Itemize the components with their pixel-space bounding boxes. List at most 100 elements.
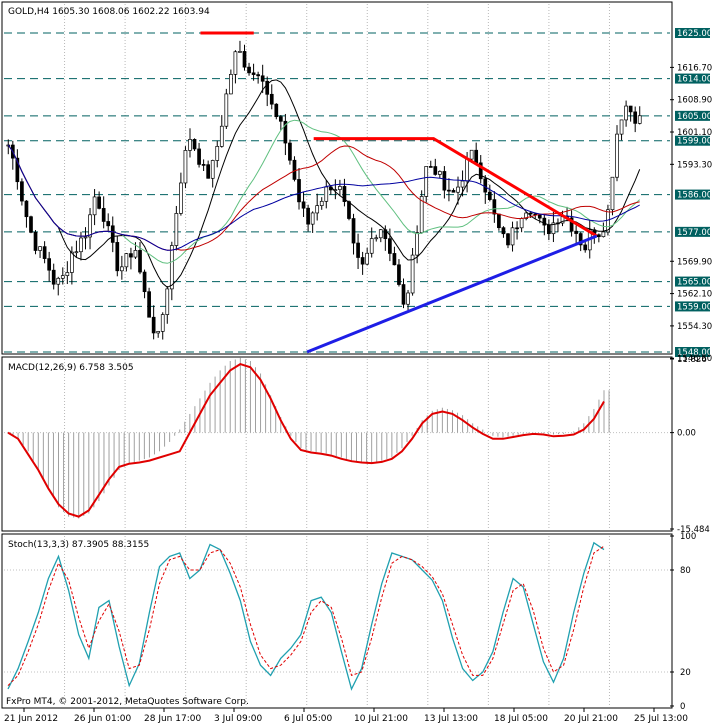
price-tag-label: 1599.00 bbox=[677, 137, 712, 147]
candle-body bbox=[447, 189, 451, 192]
candle-body bbox=[437, 171, 442, 175]
candle-body bbox=[419, 196, 424, 234]
price-tag bbox=[675, 110, 710, 121]
candle-body bbox=[206, 164, 211, 179]
candle-body bbox=[406, 292, 410, 305]
stoch-scale-label: 100 bbox=[680, 532, 696, 542]
candle-body bbox=[551, 222, 556, 235]
candle-body bbox=[224, 93, 229, 127]
candle-body bbox=[465, 158, 469, 182]
candle-body bbox=[106, 221, 111, 227]
ascending-blue-line bbox=[306, 234, 598, 354]
stoch-scale: 100 80 20 0 bbox=[670, 532, 696, 712]
stoch-grid bbox=[4, 536, 670, 706]
candle-body bbox=[165, 288, 170, 315]
candle-body bbox=[374, 237, 379, 240]
candle-body bbox=[242, 51, 247, 68]
candle-body bbox=[433, 166, 438, 175]
price-scale: 1625.00 1616.70 1614.00 1608.90 1605.00 1601.… bbox=[670, 28, 712, 364]
candle-body bbox=[369, 238, 374, 254]
candle-body bbox=[596, 234, 601, 238]
candle-body bbox=[542, 217, 547, 226]
candle-body bbox=[15, 157, 20, 183]
candle-body bbox=[56, 277, 61, 285]
candle-body bbox=[29, 216, 33, 233]
candle-body bbox=[510, 227, 515, 246]
candle-body bbox=[183, 150, 188, 184]
candle-body bbox=[324, 186, 329, 202]
price-label: 1554.30 bbox=[677, 322, 712, 332]
macd-scale-label: -15.484 bbox=[677, 525, 710, 535]
price-panel: 1625.00 1616.70 1614.00 1608.90 1605.00 1601.… bbox=[1, 1, 712, 364]
candle-body bbox=[156, 331, 161, 334]
price-tag-label: 1577.00 bbox=[677, 228, 712, 238]
candle-body bbox=[101, 208, 106, 222]
candle-body bbox=[360, 257, 365, 265]
stoch-panel: 100 80 20 0 Stoch(13,3,3) 87.3905 88.3155 F… bbox=[1, 532, 696, 712]
stoch-signal-line bbox=[7, 545, 605, 686]
candle-body bbox=[574, 230, 578, 234]
candle-body bbox=[97, 196, 101, 209]
candle-body bbox=[219, 125, 224, 147]
candle-body bbox=[38, 246, 42, 251]
candle-body bbox=[619, 119, 624, 135]
candle-body bbox=[351, 218, 356, 244]
candle-body bbox=[469, 149, 474, 160]
candle-body bbox=[215, 146, 220, 161]
price-tag-label: 1548.00 bbox=[677, 348, 712, 358]
candle-body bbox=[60, 275, 65, 279]
candle-body bbox=[288, 142, 292, 161]
candle-body bbox=[47, 258, 52, 271]
candle-body bbox=[415, 232, 419, 256]
candle-body bbox=[569, 217, 574, 232]
candle-body bbox=[506, 233, 510, 246]
stoch-scale-label: 0 bbox=[680, 702, 685, 712]
candle-body bbox=[378, 229, 383, 239]
price-tag-label: 1559.00 bbox=[677, 302, 712, 312]
candle-body bbox=[260, 75, 265, 82]
candle-body bbox=[583, 244, 588, 251]
macd-scale-label: 0.00 bbox=[677, 429, 696, 439]
candle-body bbox=[474, 149, 479, 164]
candle-body bbox=[478, 162, 483, 180]
candle-body bbox=[519, 218, 524, 229]
price-tag-label: 1586.00 bbox=[677, 191, 712, 201]
symbol-header: GOLD,H4 1605.30 1608.06 1602.22 1603.94 bbox=[8, 7, 210, 17]
candle-body bbox=[251, 72, 256, 75]
price-label: 1593.30 bbox=[677, 160, 712, 170]
time-axis: 21 Jun 2012 26 Jun 01:00 28 Jun 17:00 3 Jul… bbox=[4, 708, 688, 724]
candle-body bbox=[142, 271, 147, 293]
trend-lines bbox=[200, 31, 598, 354]
candle-body bbox=[151, 316, 156, 334]
stoch-lines bbox=[7, 541, 605, 691]
candle-body bbox=[601, 231, 606, 238]
candle-body bbox=[524, 212, 529, 219]
candle-body bbox=[624, 105, 628, 121]
macd-panel: 11.826 0.00 -15.484 MACD(12,26,9) 6.758 3.… bbox=[1, 355, 710, 535]
candle-body bbox=[547, 224, 551, 235]
candle-body bbox=[460, 180, 465, 188]
candle-body bbox=[51, 269, 56, 285]
price-tag bbox=[675, 301, 710, 312]
candle-body bbox=[292, 159, 297, 180]
stoch-main-line bbox=[7, 541, 605, 691]
candle-body bbox=[247, 66, 251, 74]
candle-body bbox=[633, 111, 638, 124]
candle-body bbox=[401, 284, 406, 305]
macd-header: MACD(12,26,9) 6.758 3.505 bbox=[8, 363, 134, 373]
candle-body bbox=[297, 179, 301, 203]
candle-body bbox=[392, 253, 397, 266]
candle-body bbox=[497, 213, 501, 229]
x-tick-label: 13 Jul 13:00 bbox=[424, 714, 478, 724]
candle-body bbox=[501, 227, 506, 235]
candle-body bbox=[129, 253, 133, 258]
candle-body bbox=[179, 182, 183, 214]
moving-averages bbox=[7, 79, 641, 288]
candle-body bbox=[88, 214, 92, 238]
candle-body bbox=[492, 199, 497, 215]
candle-body bbox=[283, 120, 288, 144]
candle-body bbox=[265, 80, 270, 95]
candle-body bbox=[138, 250, 142, 273]
support-resistance-levels bbox=[4, 32, 670, 353]
x-tick-label: 3 Jul 09:00 bbox=[214, 714, 263, 724]
